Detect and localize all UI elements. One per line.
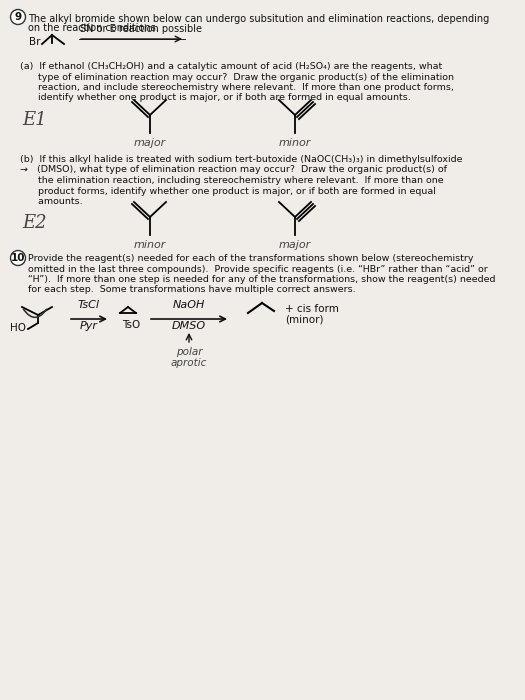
Text: product forms, identify whether one product is major, or if both are formed in e: product forms, identify whether one prod… xyxy=(20,186,436,195)
Text: (b)  If this alkyl halide is treated with sodium tert-butoxide (NaOC(CH₃)₃) in d: (b) If this alkyl halide is treated with… xyxy=(20,155,463,164)
Text: NaOH: NaOH xyxy=(173,300,205,310)
Text: SN or E reaction possible: SN or E reaction possible xyxy=(80,24,202,34)
Text: aprotic: aprotic xyxy=(171,358,207,368)
Text: amounts.: amounts. xyxy=(20,197,82,206)
Text: major: major xyxy=(134,138,166,148)
Text: (minor): (minor) xyxy=(285,314,323,324)
Text: 9: 9 xyxy=(15,12,22,22)
Text: Pyr: Pyr xyxy=(80,321,98,331)
Text: (a)  If ethanol (CH₃CH₂OH) and a catalytic amount of acid (H₂SO₄) are the reagen: (a) If ethanol (CH₃CH₂OH) and a catalyti… xyxy=(20,62,442,71)
Text: polar: polar xyxy=(176,347,202,357)
Text: TsCl: TsCl xyxy=(78,300,100,310)
Text: The alkyl bromide shown below can undergo subsitution and elimination reactions,: The alkyl bromide shown below can underg… xyxy=(28,14,489,24)
Text: E2: E2 xyxy=(22,214,47,232)
Text: →   (DMSO), what type of elimination reaction may occur?  Draw the organic produ: → (DMSO), what type of elimination react… xyxy=(20,165,447,174)
Text: HO: HO xyxy=(10,323,26,333)
Text: type of elimination reaction may occur?  Draw the organic product(s) of the elim: type of elimination reaction may occur? … xyxy=(20,73,454,81)
Text: E1: E1 xyxy=(22,111,47,129)
Text: “H”).  If more than one step is needed for any of the transformations, show the : “H”). If more than one step is needed fo… xyxy=(28,275,496,284)
Text: + cis form: + cis form xyxy=(285,304,339,314)
Text: major: major xyxy=(279,240,311,250)
Text: 10: 10 xyxy=(10,253,25,263)
Text: omitted in the last three compounds).  Provide specific reagents (i.e. “HBr” rat: omitted in the last three compounds). Pr… xyxy=(28,265,488,274)
Circle shape xyxy=(10,251,26,265)
Circle shape xyxy=(10,10,26,25)
Text: minor: minor xyxy=(134,240,166,250)
Text: on the reaction conditions.: on the reaction conditions. xyxy=(28,23,159,33)
Text: Br: Br xyxy=(28,37,40,47)
Text: Provide the reagent(s) needed for each of the transformations shown below (stere: Provide the reagent(s) needed for each o… xyxy=(28,254,474,263)
Text: identify whether one product is major, or if both are formed in equal amounts.: identify whether one product is major, o… xyxy=(20,94,411,102)
Text: reaction, and include stereochemistry where relevant.  If more than one product : reaction, and include stereochemistry wh… xyxy=(20,83,454,92)
Text: for each step.  Some transformations have multiple correct answers.: for each step. Some transformations have… xyxy=(28,286,355,295)
Text: the elimination reaction, including stereochemistry where relevant.  If more tha: the elimination reaction, including ster… xyxy=(20,176,444,185)
Text: TsO: TsO xyxy=(122,320,140,330)
Text: minor: minor xyxy=(279,138,311,148)
Text: DMSO: DMSO xyxy=(172,321,206,331)
